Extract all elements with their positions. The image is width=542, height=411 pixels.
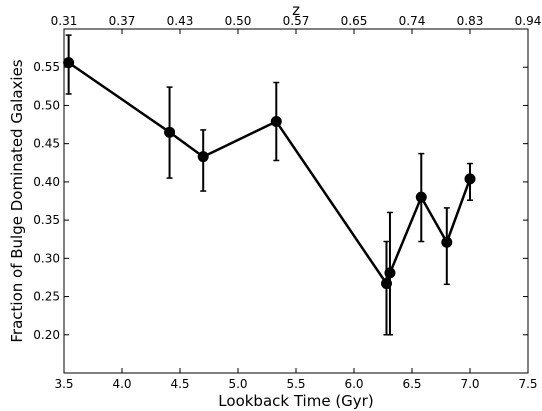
secondary-axis-title: z [292,1,300,19]
x-axis-title: Lookback Time (Gyr) [218,392,373,410]
secondary-x-tick-label: 0.50 [225,14,252,28]
x-tick-label: 4.0 [112,377,131,391]
plot-frame [63,28,529,374]
x-tick-label: 6.5 [402,377,421,391]
y-tick-label: 0.30 [33,251,60,265]
data-point [270,115,282,127]
x-tick-label: 6.0 [344,377,363,391]
series-line [67,61,472,285]
y-tick-label: 0.45 [33,137,60,151]
x-tick-label: 7.0 [460,377,479,391]
y-tick-label: 0.35 [33,213,60,227]
secondary-x-tick-label: 0.94 [515,14,542,28]
data-point [197,151,209,163]
data-point [415,191,427,203]
x-tick-label: 5.5 [286,377,305,391]
data-point [384,267,396,279]
data-point [380,278,392,290]
ticks-layer: 3.5 4.0 4.5 5.0 5.5 6.0 6.5 7.0 7.5 0.31 0.37 0.43 0… [33,14,541,391]
secondary-x-tick-label: 0.57 [283,14,310,28]
secondary-x-tick-label: 0.43 [167,14,194,28]
data-point [441,236,453,248]
secondary-x-tick-label: 0.65 [341,14,368,28]
x-tick-label: 3.5 [54,377,73,391]
data-point [164,126,176,138]
y-tick-label: 0.20 [33,328,60,342]
secondary-x-tick-label: 0.31 [51,14,78,28]
data-layer [63,34,476,336]
y-axis-title: Fraction of Bulge Dominated Galaxies [8,59,26,342]
secondary-x-tick-label: 0.37 [109,14,136,28]
y-tick-label: 0.55 [33,60,60,74]
y-tick-label: 0.25 [33,290,60,304]
secondary-x-tick-label: 0.74 [399,14,426,28]
x-tick-label: 7.5 [518,377,537,391]
x-tick-label: 4.5 [170,377,189,391]
data-point [63,57,75,69]
y-tick-label: 0.40 [33,175,60,189]
data-point [464,173,476,185]
x-tick-label: 5.0 [228,377,247,391]
secondary-x-tick-label: 0.83 [457,14,484,28]
y-tick-label: 0.50 [33,98,60,112]
